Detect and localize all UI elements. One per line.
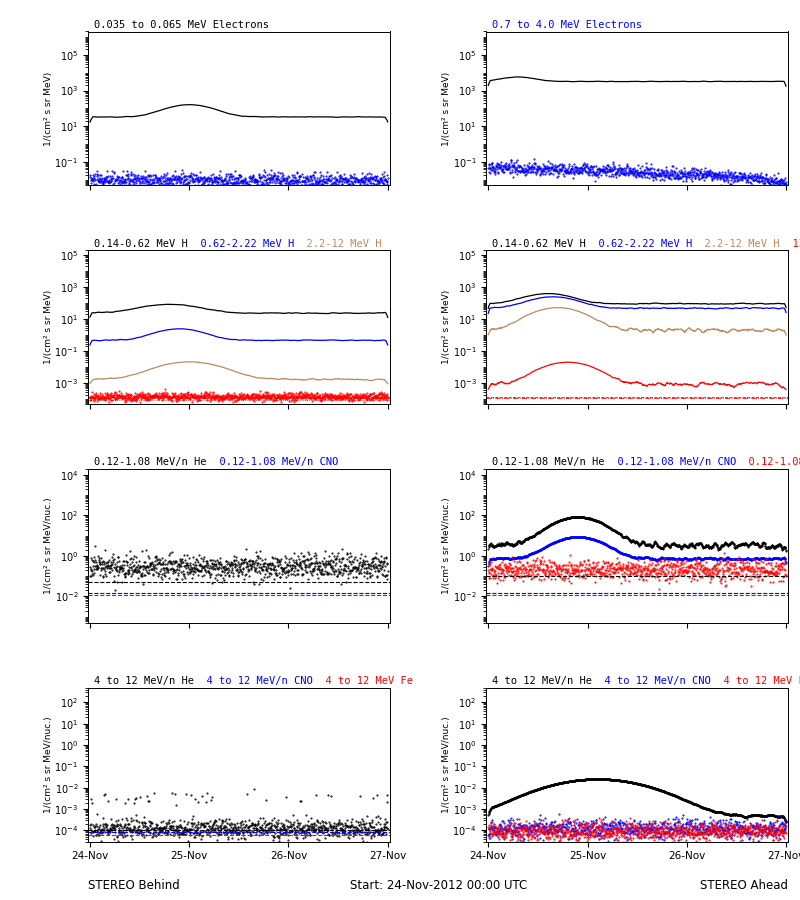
- Y-axis label: 1/(cm² s sr MeV): 1/(cm² s sr MeV): [442, 290, 451, 364]
- Y-axis label: 1/(cm² s sr MeV/nuc.): 1/(cm² s sr MeV/nuc.): [442, 716, 451, 813]
- Y-axis label: 1/(cm² s sr MeV): 1/(cm² s sr MeV): [44, 71, 53, 146]
- Text: STEREO Ahead: STEREO Ahead: [700, 879, 788, 892]
- Text: 0.14-0.62 MeV H: 0.14-0.62 MeV H: [94, 238, 188, 248]
- Text: 0.12-1.08 MeV/n He: 0.12-1.08 MeV/n He: [94, 457, 206, 467]
- Text: 4 to 12 MeV/n He: 4 to 12 MeV/n He: [492, 676, 592, 686]
- Text: 0.62-2.22 MeV H: 0.62-2.22 MeV H: [188, 238, 294, 248]
- Y-axis label: 1/(cm² s sr MeV): 1/(cm² s sr MeV): [442, 71, 451, 146]
- Text: 4 to 12 MeV Fe: 4 to 12 MeV Fe: [711, 676, 800, 686]
- Text: 0.7 to 4.0 MeV Electrons: 0.7 to 4.0 MeV Electrons: [492, 20, 642, 30]
- Text: 4 to 12 MeV/n CNO: 4 to 12 MeV/n CNO: [592, 676, 711, 686]
- Text: 0.14-0.62 MeV H: 0.14-0.62 MeV H: [492, 238, 586, 248]
- Text: 2.2-12 MeV H: 2.2-12 MeV H: [294, 238, 382, 248]
- Text: 4 to 12 MeV Fe: 4 to 12 MeV Fe: [313, 676, 413, 686]
- Text: 0.12-1.08 MeV/n He: 0.12-1.08 MeV/n He: [492, 457, 605, 467]
- Y-axis label: 1/(cm² s sr MeV): 1/(cm² s sr MeV): [44, 290, 53, 364]
- Y-axis label: 1/(cm² s sr MeV/nuc.): 1/(cm² s sr MeV/nuc.): [44, 498, 53, 594]
- Text: 0.12-1.08 MeV/n CNO: 0.12-1.08 MeV/n CNO: [206, 457, 338, 467]
- Y-axis label: 1/(cm² s sr MeV/nuc.): 1/(cm² s sr MeV/nuc.): [44, 716, 53, 813]
- Text: Start: 24-Nov-2012 00:00 UTC: Start: 24-Nov-2012 00:00 UTC: [350, 879, 527, 892]
- Y-axis label: 1/(cm² s sr MeV/nuc.): 1/(cm² s sr MeV/nuc.): [442, 498, 451, 594]
- Text: 0.12-1.08 MeV/n CNO: 0.12-1.08 MeV/n CNO: [605, 457, 736, 467]
- Text: 2.2-12 MeV H: 2.2-12 MeV H: [692, 238, 780, 248]
- Text: STEREO Behind: STEREO Behind: [88, 879, 180, 892]
- Text: 0.035 to 0.065 MeV Electrons: 0.035 to 0.065 MeV Electrons: [94, 20, 269, 30]
- Text: 13-100 MeV H: 13-100 MeV H: [780, 238, 800, 248]
- Text: 0.62-2.22 MeV H: 0.62-2.22 MeV H: [586, 238, 692, 248]
- Text: 4 to 12 MeV/n CNO: 4 to 12 MeV/n CNO: [194, 676, 313, 686]
- Text: 0.12-1.08 MeV Fe: 0.12-1.08 MeV Fe: [736, 457, 800, 467]
- Text: 4 to 12 MeV/n He: 4 to 12 MeV/n He: [94, 676, 194, 686]
